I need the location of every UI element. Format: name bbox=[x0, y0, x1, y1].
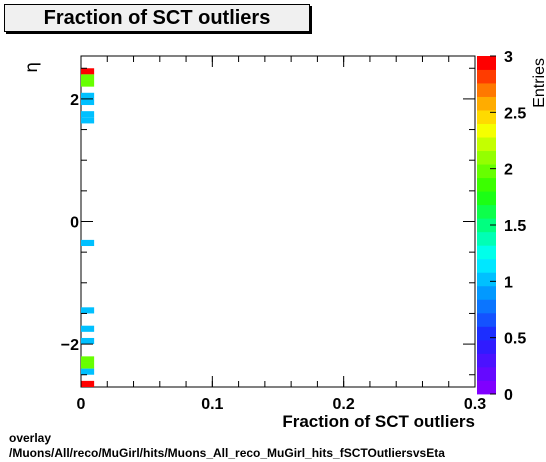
palette-swatch bbox=[477, 258, 496, 273]
palette-swatch bbox=[477, 56, 496, 70]
palette-swatch bbox=[477, 218, 496, 233]
caption-path: /Muons/All/reco/MuGirl/hits/Muons_All_re… bbox=[9, 446, 445, 460]
y-tick-label: 2 bbox=[70, 92, 79, 109]
heatmap-cell bbox=[81, 92, 95, 99]
heatmap-cell bbox=[81, 380, 95, 387]
heatmap-cell bbox=[81, 307, 95, 314]
palette-swatch bbox=[477, 339, 496, 354]
palette-tick-label: 2 bbox=[504, 162, 513, 179]
y-axis-label: η bbox=[22, 62, 42, 73]
palette-swatch bbox=[477, 326, 496, 341]
palette-swatch bbox=[477, 123, 496, 138]
palette-tick-label: 3 bbox=[504, 49, 513, 66]
heatmap-cell bbox=[81, 68, 95, 75]
palette-swatch bbox=[477, 177, 496, 192]
x-tick-label: 0 bbox=[77, 396, 86, 413]
heatmap-cell bbox=[81, 368, 95, 375]
palette-swatch bbox=[477, 191, 496, 206]
axes: 0 0.1 0.2 0.3 −2 0 2 bbox=[61, 56, 486, 413]
palette-swatch bbox=[477, 164, 496, 179]
palette-tick-label: 0.5 bbox=[504, 331, 526, 348]
palette-swatch bbox=[477, 137, 496, 152]
palette-swatch bbox=[477, 83, 496, 97]
palette-swatch bbox=[477, 245, 496, 260]
palette-swatch bbox=[477, 285, 496, 300]
heatmap-cell bbox=[81, 325, 95, 332]
x-tick-label: 0.1 bbox=[201, 396, 223, 413]
y-tick-label: 0 bbox=[70, 215, 79, 232]
heatmap-cell bbox=[81, 74, 95, 81]
palette-swatch bbox=[477, 366, 496, 381]
palette-swatch bbox=[477, 110, 496, 124]
palette-tick-label: 1 bbox=[504, 274, 513, 291]
heatmap-cells bbox=[81, 68, 95, 387]
x-tick-label: 0.3 bbox=[464, 396, 486, 413]
palette-swatch bbox=[477, 353, 496, 368]
heatmap-cell bbox=[81, 111, 95, 118]
chart-title: Fraction of SCT outliers bbox=[4, 4, 310, 32]
palette-swatch bbox=[477, 272, 496, 287]
caption-overlay: overlay bbox=[9, 431, 52, 445]
palette-swatch bbox=[477, 96, 496, 111]
heatmap-cell bbox=[81, 80, 95, 87]
palette-swatch bbox=[477, 150, 496, 165]
palette-swatch bbox=[477, 69, 496, 84]
palette-swatch bbox=[477, 204, 496, 219]
heatmap-cell bbox=[81, 239, 95, 247]
palette-axis-label: Entries bbox=[531, 58, 546, 108]
heatmap-cell bbox=[81, 117, 95, 124]
x-tick-label: 0.2 bbox=[333, 396, 355, 413]
palette-tick-label: 2.5 bbox=[504, 105, 526, 122]
heatmap-cell bbox=[81, 356, 95, 363]
color-palette: 0 0.5 1 1.5 2 2.5 3 bbox=[477, 49, 526, 404]
palette-swatch bbox=[477, 231, 496, 246]
heatmap-cell bbox=[81, 98, 95, 106]
palette-swatch bbox=[477, 312, 496, 327]
plot-frame bbox=[80, 55, 476, 388]
heatmap-cell bbox=[81, 362, 95, 369]
palette-swatch bbox=[477, 380, 496, 395]
palette-tick-label: 0 bbox=[504, 387, 513, 404]
x-axis-label: Fraction of SCT outliers bbox=[282, 412, 475, 431]
y-tick-label: −2 bbox=[61, 337, 79, 354]
heatmap-cell bbox=[81, 337, 95, 345]
palette-swatch bbox=[477, 299, 496, 314]
palette-tick-label: 1.5 bbox=[504, 218, 526, 235]
